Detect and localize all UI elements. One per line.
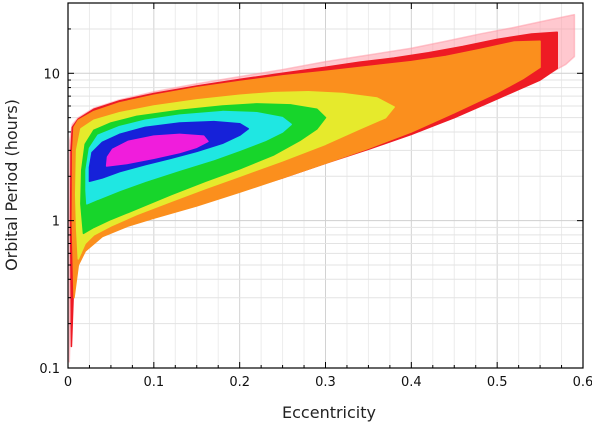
- plot-frame: [67, 2, 584, 369]
- y-tick-label: 10: [43, 67, 60, 82]
- x-tick-label: 0: [64, 375, 72, 390]
- x-tick-label: 0.4: [401, 375, 422, 390]
- x-tick-label: 0.6: [573, 375, 592, 390]
- x-tick-label: 0.5: [487, 375, 508, 390]
- x-tick-label: 0.3: [315, 375, 336, 390]
- tick-labels: 0 0.1 0.2 0.3 0.4 0.5 0.6 0.1 1 10: [39, 67, 592, 390]
- y-axis-title: Orbital Period (hours): [2, 99, 21, 271]
- x-tick-label: 0.1: [143, 375, 164, 390]
- x-tick-label: 0.2: [229, 375, 250, 390]
- density-region-magenta: [105, 133, 209, 167]
- x-axis-title: Eccentricity: [282, 403, 376, 422]
- y-tick-label: 0.1: [39, 362, 60, 377]
- y-tick-label: 1: [52, 215, 60, 230]
- density-contours: [68, 13, 576, 363]
